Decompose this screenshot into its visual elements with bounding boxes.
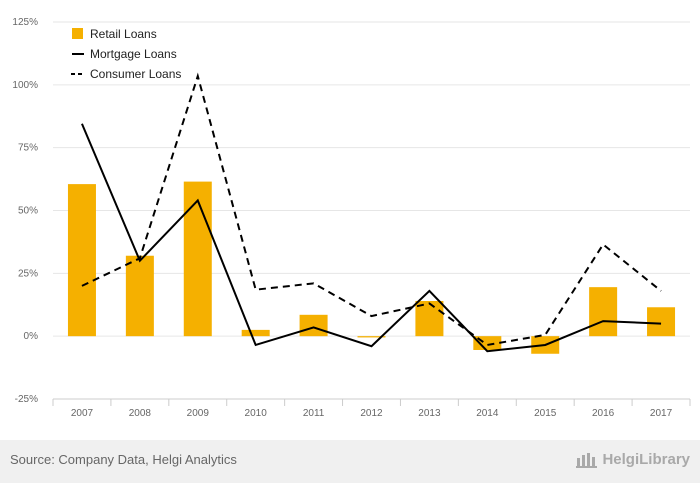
loan-lines (81, 72, 662, 353)
x-tick-label: 2010 (245, 408, 268, 419)
x-tick-label: 2012 (360, 408, 383, 419)
x-tick-label: 2007 (71, 408, 94, 419)
legend-label-retail: Retail Loans (90, 27, 157, 41)
x-tick-label: 2015 (534, 408, 557, 419)
library-icon (576, 453, 598, 468)
bar-retail-loans (183, 181, 212, 337)
bar-retail-loans (415, 300, 444, 337)
line-consumer-loans (81, 72, 662, 347)
x-tick-label: 2011 (303, 408, 325, 419)
x-tick-label: 2008 (129, 408, 152, 419)
chart-area: 125% 100% 75% 50% 25% 0% -25% 2007 2008 2009 2010… (12, 17, 691, 419)
bar-retail-loans (67, 184, 96, 337)
legend: Retail Loans Mortgage Loans Consumer Loa… (71, 27, 181, 81)
retail-loans-bars (67, 181, 676, 354)
bar-retail-loans (589, 287, 618, 337)
y-tick-label: 75% (18, 143, 38, 154)
legend-swatch-retail (72, 28, 83, 39)
x-axis-ticks: 2007 2008 2009 2010 2011 2012 2013 2014 2015 2016… (52, 399, 691, 419)
legend-label-mortgage: Mortgage Loans (90, 47, 177, 61)
y-axis-ticks: 125% 100% 75% 50% 25% 0% -25% (12, 17, 38, 405)
bar-retail-loans (299, 314, 328, 337)
bar-retail-loans (647, 307, 676, 337)
brand-logo[interactable]: HelgiLibrary (576, 450, 690, 468)
bar-retail-loans (357, 336, 386, 338)
y-tick-label: 125% (12, 17, 38, 28)
x-tick-label: 2017 (650, 408, 673, 419)
bar-retail-loans (125, 255, 154, 337)
y-tick-label: 50% (18, 206, 38, 217)
x-tick-label: 2009 (187, 408, 210, 419)
y-tick-label: 100% (12, 80, 38, 91)
legend-label-consumer: Consumer Loans (90, 67, 181, 81)
bar-retail-loans (241, 329, 270, 337)
y-tick-label: 0% (24, 331, 39, 342)
x-tick-label: 2013 (418, 408, 441, 419)
source-note: Source: Company Data, Helgi Analytics (10, 452, 237, 467)
line-mortgage-loans (81, 123, 662, 353)
y-tick-label: -25% (15, 394, 38, 405)
x-tick-label: 2016 (592, 408, 615, 419)
brand-text: HelgiLibrary (602, 450, 690, 468)
y-tick-label: 25% (18, 268, 38, 279)
x-tick-label: 2014 (476, 408, 499, 419)
footer: Source: Company Data, Helgi Analytics He… (0, 440, 700, 483)
